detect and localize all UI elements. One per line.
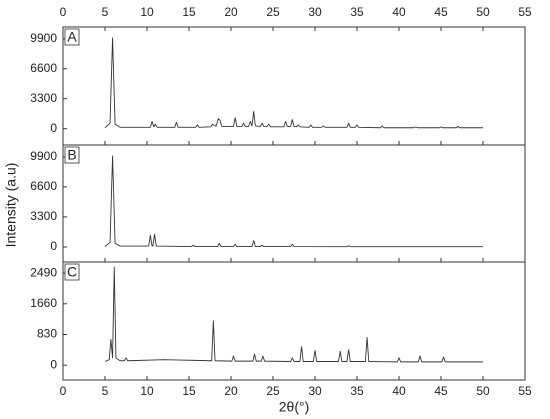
x-tick-label-top: 20 [224,5,238,19]
x-tick-label-top: 25 [266,5,280,19]
xrd-line [104,155,483,248]
x-tick-label-top: 10 [140,5,154,19]
x-tick-label-top: 15 [182,5,196,19]
y-tick-label: 830 [37,327,57,341]
x-tick-label: 10 [140,384,154,398]
panel-label-box [64,263,80,281]
x-tick-label: 15 [182,384,196,398]
panel-label-box [64,28,80,46]
x-tick-label: 55 [518,384,532,398]
panel-label: C [67,264,77,280]
panel-frame [62,144,526,263]
x-axis-title: 2θ(°) [279,399,310,415]
xrd-line [104,266,483,363]
y-tick-label: 3300 [30,209,57,223]
x-tick-label: 20 [224,384,238,398]
panel-label: B [67,147,76,163]
x-tick-label: 30 [308,384,322,398]
x-tick-label: 45 [434,384,448,398]
x-tick-label-top: 5 [102,5,109,19]
y-tick-label: 6600 [30,61,57,75]
x-tick-label-top: 50 [476,5,490,19]
x-tick-label: 50 [476,384,490,398]
x-tick-label: 35 [350,384,364,398]
y-tick-label: 9900 [30,149,57,163]
x-tick-label-top: 30 [308,5,322,19]
x-tick-label-top: 45 [434,5,448,19]
y-tick-label: 1660 [30,296,57,310]
y-axis-title: Intensity (a.u) [3,163,19,248]
panel-label: A [67,29,77,45]
y-tick-label: 3300 [30,91,57,105]
x-tick-label-top: 55 [518,5,532,19]
y-tick-label: 6600 [30,179,57,193]
x-tick-label: 5 [102,384,109,398]
panel-frame [62,261,526,381]
x-tick-label-top: 40 [392,5,406,19]
panel-label-box [64,146,80,164]
y-tick-label: 0 [50,239,57,253]
x-tick-label: 0 [60,384,67,398]
x-tick-label-top: 35 [350,5,364,19]
y-tick-label: 0 [50,121,57,135]
y-tick-label: 0 [50,357,57,371]
x-tick-label-top: 0 [60,5,67,19]
x-tick-label: 40 [392,384,406,398]
xrd-line [104,37,483,129]
y-tick-label: 2490 [30,265,57,279]
y-tick-label: 9900 [30,31,57,45]
x-tick-label: 25 [266,384,280,398]
